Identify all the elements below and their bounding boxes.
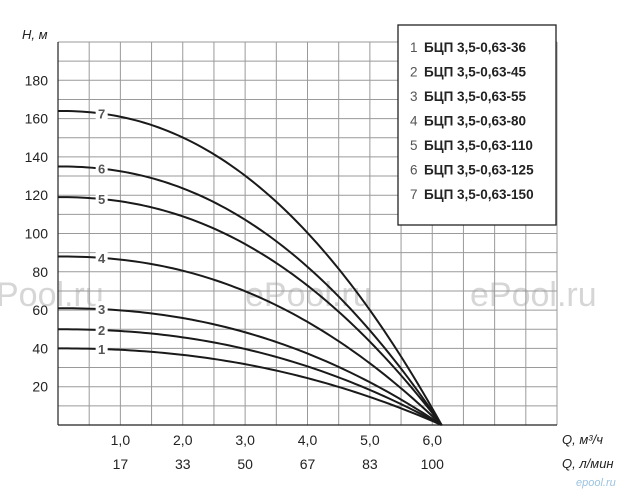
legend-number: 2 xyxy=(410,65,418,80)
legend-entry: БЦП 3,5-0,63-36 xyxy=(424,40,527,55)
curve-label-7: 7 xyxy=(98,107,105,122)
legend: 1 БЦП 3,5-0,63-36 2 БЦП 3,5-0,63-45 3 БЦП 3,5… xyxy=(397,24,557,226)
curve-6 xyxy=(57,165,443,426)
x-tick-label: 2,0 xyxy=(173,432,193,448)
curve-2 xyxy=(57,328,443,426)
y-tick-label: 20 xyxy=(32,379,48,395)
legend-box xyxy=(397,24,557,226)
legend-entry: БЦП 3,5-0,63-150 xyxy=(424,187,534,202)
legend-number: 4 xyxy=(410,114,418,129)
curve-3 xyxy=(58,307,443,426)
curves: 1 2 3 4 5 6 7 xyxy=(57,105,443,426)
watermark-text: ePool.ru xyxy=(470,276,597,314)
curve-7 xyxy=(57,109,443,426)
legend-entry: БЦП 3,5-0,63-45 xyxy=(424,65,527,80)
y-tick-label: 80 xyxy=(32,264,48,280)
x-tick-label-secondary: 100 xyxy=(421,456,445,472)
x-tick-label: 3,0 xyxy=(235,432,255,448)
legend-entry: БЦП 3,5-0,63-110 xyxy=(424,138,533,153)
legend-number: 3 xyxy=(410,89,418,104)
curve-5 xyxy=(57,196,443,426)
curve-1 xyxy=(58,347,443,426)
legend-number: 5 xyxy=(410,138,418,153)
watermark-text: ePool.ru xyxy=(245,276,372,314)
legend-entry: БЦП 3,5-0,63-55 xyxy=(424,89,527,104)
curve-label-background xyxy=(95,160,108,175)
curve-label-background xyxy=(95,322,108,337)
curve-label-2: 2 xyxy=(98,323,105,338)
y-tick-label: 140 xyxy=(25,149,49,165)
legend-number: 7 xyxy=(410,187,418,202)
legend-entry: БЦП 3,5-0,63-80 xyxy=(424,114,526,129)
curve-label-4: 4 xyxy=(98,251,106,266)
x-tick-label-secondary: 67 xyxy=(300,456,316,472)
x-tick-label: 1,0 xyxy=(111,432,131,448)
y-tick-label: 160 xyxy=(25,111,49,127)
curve-label-background xyxy=(95,301,108,316)
curve-label-1: 1 xyxy=(98,342,105,357)
curve-label-background xyxy=(95,341,108,356)
y-tick-label: 100 xyxy=(25,226,49,242)
x-tick-label-secondary: 33 xyxy=(175,456,191,472)
x-tick-label-secondary: 17 xyxy=(113,456,129,472)
curve-label-3: 3 xyxy=(98,302,105,317)
axes: H, м Q, м³/ч Q, л/мин 20 40 60 80 100 120 140 1… xyxy=(22,27,614,472)
y-tick-label: 120 xyxy=(25,187,49,203)
curve-label-background xyxy=(95,105,108,120)
x-tick-label-secondary: 50 xyxy=(237,456,253,472)
x-axis-label: Q, м³/ч xyxy=(562,432,603,447)
curve-label-background xyxy=(95,191,108,206)
curve-4 xyxy=(57,255,443,426)
y-tick-label: 180 xyxy=(25,72,49,88)
y-tick-label: 40 xyxy=(32,340,48,356)
curve-label-5: 5 xyxy=(98,192,105,207)
curve-label-background xyxy=(95,249,108,264)
x-tick-label: 5,0 xyxy=(360,432,380,448)
y-axis-label: H, м xyxy=(22,27,48,42)
x-tick-label: 6,0 xyxy=(423,432,443,448)
x-tick-label-secondary: 83 xyxy=(362,456,378,472)
site-logo: epool.ru xyxy=(576,477,616,489)
x-tick-label: 4,0 xyxy=(298,432,318,448)
x-axis-label-secondary: Q, л/мин xyxy=(562,456,614,471)
legend-number: 6 xyxy=(410,163,418,178)
legend-entry: БЦП 3,5-0,63-125 xyxy=(424,163,534,178)
curve-label-6: 6 xyxy=(98,162,105,177)
y-tick-label: 60 xyxy=(32,302,48,318)
legend-number: 1 xyxy=(410,40,418,55)
